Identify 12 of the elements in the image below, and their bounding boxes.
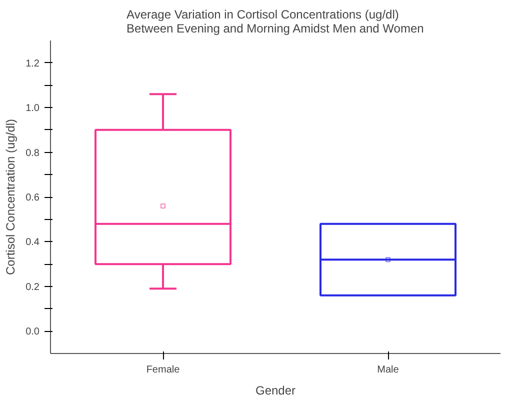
y-tick-label: 0.4 <box>26 237 40 248</box>
x-axis-title: Gender <box>255 384 296 398</box>
y-tick-label: 0.2 <box>26 282 40 293</box>
y-tick-label: 0.6 <box>26 192 40 204</box>
y-tick-label: 0.0 <box>26 326 40 338</box>
x-tick-label: Male <box>377 364 400 376</box>
y-tick-label: 0.8 <box>26 148 40 159</box>
y-tick-label: 1.0 <box>26 103 40 114</box>
y-axis-title: Cortisol Concentration (ug/dl) <box>4 118 18 276</box>
y-tick-label: 1.2 <box>26 58 40 70</box>
chart-title: Average Variation in Cortisol Concentrations (ug/dl) Between Evening and Morning Amidst Men and Women <box>126 8 424 36</box>
x-tick-label: Female <box>146 364 180 376</box>
